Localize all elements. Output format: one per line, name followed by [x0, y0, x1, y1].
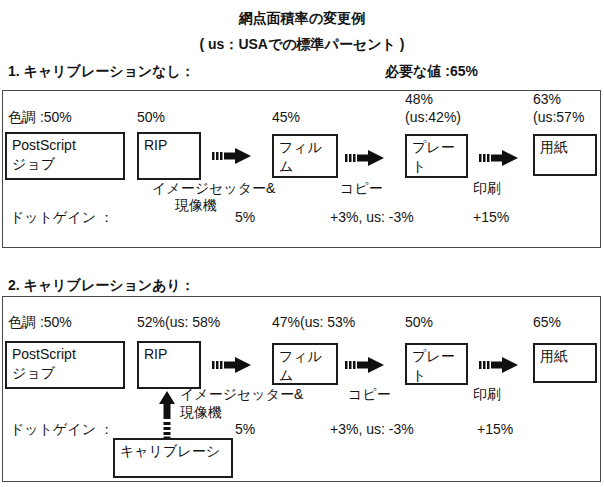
- flow-arrow-icon: [345, 357, 385, 373]
- node-film: フィル ム: [272, 134, 338, 178]
- node-plate: プレー ト: [405, 343, 468, 385]
- node-paper: 用紙: [533, 343, 597, 383]
- flow-arrow-icon: [212, 357, 252, 373]
- section1-film-value: 45%: [272, 108, 300, 126]
- node-postscript-job: PostScript ジョブ: [5, 132, 125, 180]
- calibration-arrow-up-icon: [159, 391, 175, 438]
- node-postscript-job: PostScript ジョブ: [5, 341, 125, 389]
- page-title: 網点面積率の変更例: [0, 9, 604, 27]
- flow-arrow-icon: [345, 150, 385, 166]
- section1-dotgain-label: ドットゲイン ：: [10, 208, 114, 226]
- section1-developer-label: 現像機: [175, 196, 217, 214]
- section2-developer-label: 現像機: [180, 403, 222, 421]
- section1-print-label: 印刷: [473, 179, 501, 197]
- section1-dotgain-copy: +3%, us: -3%: [330, 208, 414, 226]
- section2-dotgain-print: +15%: [477, 420, 513, 438]
- section2-copy-label: コピー: [348, 385, 391, 403]
- page-subtitle: ( us：USAでの標準パーセント ): [0, 35, 604, 53]
- section1-imagesetter-label: イメージセッター&: [152, 179, 275, 197]
- diagram-page: 網点面積率の変更例 ( us：USAでの標準パーセント ) 1. キャリブレーシ…: [0, 0, 604, 487]
- section1-paper-value: 63% (us:57%: [533, 90, 584, 126]
- required-value-label: 必要な値 :65%: [385, 62, 478, 80]
- node-rip: RIP: [137, 132, 201, 180]
- section2-print-label: 印刷: [473, 385, 501, 403]
- section2-tone-label: 色調 :50%: [8, 313, 72, 331]
- section1-plate-value: 48% (us:42%): [405, 90, 461, 126]
- section1-dotgain-print: +15%: [473, 208, 509, 226]
- node-rip: RIP: [137, 341, 201, 389]
- node-calibration: キャリブレーシ: [113, 438, 233, 478]
- node-film: フィル ム: [272, 343, 338, 385]
- flow-arrow-icon: [479, 150, 519, 166]
- section1-tone-label: 色調 :50%: [8, 108, 72, 126]
- section1-dotgain-film: 5%: [235, 208, 255, 226]
- section2-rip-value: 52%(us: 58%: [137, 313, 220, 331]
- node-plate: プレー ト: [405, 134, 468, 178]
- section2-plate-value: 50%: [405, 313, 433, 331]
- flow-arrow-icon: [479, 357, 519, 373]
- section2-imagesetter-label: イメージセッター&: [180, 385, 303, 403]
- section1-copy-label: コピー: [340, 179, 383, 197]
- node-paper: 用紙: [533, 134, 597, 176]
- section1-heading: 1. キャリブレーションなし：: [8, 62, 195, 80]
- section2-dotgain-film: 5%: [235, 420, 255, 438]
- section2-heading: 2. キャリブレーションあり：: [8, 276, 195, 294]
- section2-paper-value: 65%: [533, 313, 561, 331]
- flow-arrow-icon: [212, 148, 252, 164]
- section2-film-value: 47%(us: 53%: [272, 313, 355, 331]
- section1-rip-value: 50%: [137, 108, 165, 126]
- section2-dotgain-label: ドットゲイン ：: [10, 420, 114, 438]
- section2-dotgain-copy: +3%, us: -3%: [330, 420, 414, 438]
